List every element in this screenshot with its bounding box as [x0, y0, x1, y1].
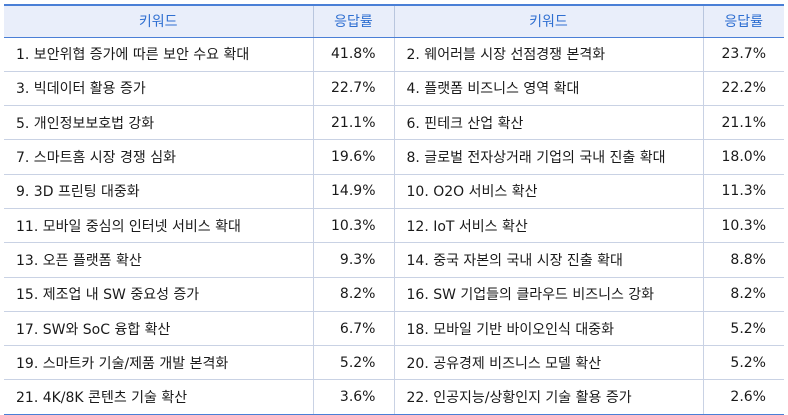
right-rate-cell: 18.0% [702, 139, 784, 175]
header-rate-left: 응답률 [312, 4, 394, 38]
left-rate-cell: 22.7% [312, 71, 394, 107]
left-rate-cell: 9.3% [312, 242, 394, 278]
left-keyword-cell: 11. 모바일 중심의 인터넷 서비스 확대 [4, 208, 313, 244]
right-rate-cell: 8.8% [702, 242, 784, 278]
right-keyword-cell: 6. 핀테크 산업 확산 [393, 105, 703, 141]
right-keyword-cell: 18. 모바일 기반 바이오인식 대중화 [393, 311, 703, 347]
right-rate-cell: 10.3% [702, 208, 784, 244]
left-keyword-cell: 15. 제조업 내 SW 중요성 증가 [4, 277, 313, 312]
right-rate-cell: 2.6% [702, 379, 784, 415]
left-keyword-cell: 17. SW와 SoC 융합 확산 [4, 311, 313, 347]
header-keyword-right: 키워드 [393, 4, 703, 38]
right-keyword-cell: 22. 인공지능/상황인지 기술 활용 증가 [393, 379, 703, 415]
table-row: 1. 보안위협 증가에 따른 보안 수요 확대 41.8% 2. 웨어러블 시장 선… [4, 37, 784, 72]
table-row: 21. 4K/8K 콘텐츠 기술 확산 3.6% 22. 인공지능/상황인지 기술 … [4, 379, 784, 415]
right-keyword-cell: 14. 중국 자본의 국내 시장 진출 확대 [393, 242, 703, 278]
table-header-row: 키워드 응답률 키워드 응답률 [4, 4, 784, 38]
right-rate-cell: 8.2% [702, 277, 784, 312]
left-rate-cell: 41.8% [312, 37, 394, 72]
right-rate-cell: 11.3% [702, 174, 784, 209]
left-keyword-cell: 3. 빅데이터 활용 증가 [4, 71, 313, 107]
left-rate-cell: 10.3% [312, 208, 394, 244]
keyword-table-container: 키워드 응답률 키워드 응답률 1. 보안위협 증가에 따른 보안 수요 확대 4… [4, 4, 784, 415]
right-keyword-cell: 20. 공유경제 비즈니스 모델 확산 [393, 345, 703, 381]
right-rate-cell: 21.1% [702, 105, 784, 141]
left-keyword-cell: 5. 개인정보보호법 강화 [4, 105, 313, 141]
table-row: 5. 개인정보보호법 강화 21.1% 6. 핀테크 산업 확산 21.1% [4, 105, 784, 141]
table-row: 7. 스마트홈 시장 경쟁 심화 19.6% 8. 글로벌 전자상거래 기업의 국내… [4, 139, 784, 175]
right-rate-cell: 23.7% [702, 37, 784, 72]
right-rate-cell: 5.2% [702, 311, 784, 347]
right-keyword-cell: 12. IoT 서비스 확산 [393, 208, 703, 244]
left-rate-cell: 19.6% [312, 139, 394, 175]
table-row: 13. 오픈 플랫폼 확산 9.3% 14. 중국 자본의 국내 시장 진출 확대 8… [4, 242, 784, 278]
left-rate-cell: 8.2% [312, 277, 394, 312]
table-row: 15. 제조업 내 SW 중요성 증가 8.2% 16. SW 기업들의 클라우드 … [4, 277, 784, 312]
left-keyword-cell: 7. 스마트홈 시장 경쟁 심화 [4, 139, 313, 175]
left-keyword-cell: 19. 스마트카 기술/제품 개발 본격화 [4, 345, 313, 381]
right-rate-cell: 5.2% [702, 345, 784, 381]
left-rate-cell: 14.9% [312, 174, 394, 209]
left-rate-cell: 6.7% [312, 311, 394, 347]
table-row: 3. 빅데이터 활용 증가 22.7% 4. 플랫폼 비즈니스 영역 확대 22.2% [4, 71, 784, 107]
keyword-response-rate-table: 키워드 응답률 키워드 응답률 1. 보안위협 증가에 따른 보안 수요 확대 4… [4, 4, 784, 415]
left-keyword-cell: 13. 오픈 플랫폼 확산 [4, 242, 313, 278]
right-keyword-cell: 10. O2O 서비스 확산 [393, 174, 703, 209]
right-keyword-cell: 16. SW 기업들의 클라우드 비즈니스 강화 [393, 277, 703, 312]
left-rate-cell: 21.1% [312, 105, 394, 141]
header-rate-right: 응답률 [702, 4, 784, 38]
left-keyword-cell: 1. 보안위협 증가에 따른 보안 수요 확대 [4, 37, 313, 72]
right-keyword-cell: 4. 플랫폼 비즈니스 영역 확대 [393, 71, 703, 107]
table-row: 19. 스마트카 기술/제품 개발 본격화 5.2% 20. 공유경제 비즈니스 모… [4, 345, 784, 381]
table-row: 9. 3D 프린팅 대중화 14.9% 10. O2O 서비스 확산 11.3% [4, 174, 784, 209]
right-keyword-cell: 2. 웨어러블 시장 선점경쟁 본격화 [393, 37, 703, 72]
left-keyword-cell: 21. 4K/8K 콘텐츠 기술 확산 [4, 379, 313, 415]
header-keyword-left: 키워드 [4, 4, 313, 38]
left-rate-cell: 3.6% [312, 379, 394, 415]
table-row: 11. 모바일 중심의 인터넷 서비스 확대 10.3% 12. IoT 서비스 확… [4, 208, 784, 244]
right-keyword-cell: 8. 글로벌 전자상거래 기업의 국내 진출 확대 [393, 139, 703, 175]
right-rate-cell: 22.2% [702, 71, 784, 107]
table-row: 17. SW와 SoC 융합 확산 6.7% 18. 모바일 기반 바이오인식 대중… [4, 311, 784, 347]
left-rate-cell: 5.2% [312, 345, 394, 381]
left-keyword-cell: 9. 3D 프린팅 대중화 [4, 174, 313, 209]
